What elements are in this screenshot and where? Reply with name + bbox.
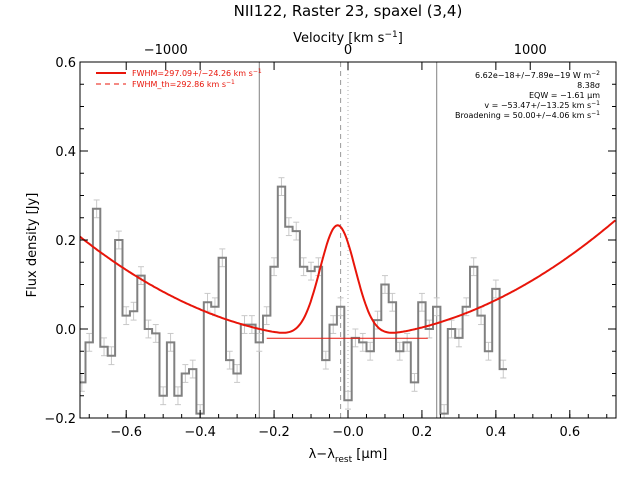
marker-lines — [258, 62, 438, 418]
y-tick-label: 0.6 — [55, 56, 76, 71]
y-axis: −0.2 0.0 0.2 0.4 0.6 — [44, 56, 616, 427]
chart-title: NII122, Raster 23, spaxel (3,4) — [234, 2, 463, 20]
legend-label: FWHM=297.09+/−24.26 km s−1 — [132, 68, 262, 78]
x-axis-label: λ−λrest [μm] — [309, 447, 388, 465]
x-tick-label: −0.6 — [110, 425, 142, 440]
x-tick-label: 0.6 — [559, 425, 580, 440]
x-tick-label: 0.4 — [486, 425, 507, 440]
x-tick-label: −0.0 — [332, 425, 364, 440]
top-axis: −1000 0 1000 — [144, 43, 547, 70]
y-tick-label: 0.2 — [55, 234, 76, 249]
model-fit-line — [80, 219, 616, 334]
fit-annotation: 6.62e−18+/−7.89e−19 W m−2 — [475, 70, 600, 80]
spectrum-series — [80, 185, 507, 415]
y-tick-label: 0.0 — [55, 323, 76, 338]
top-tick-label: −1000 — [144, 43, 188, 58]
model-series — [80, 219, 616, 339]
x-tick-label: −0.4 — [184, 425, 216, 440]
fit-annotation: Broadening = 50.00+/−4.06 km s−1 — [455, 110, 600, 120]
y-tick-label: 0.4 — [55, 145, 76, 160]
y-tick-label: −0.2 — [44, 412, 76, 427]
error-bars — [80, 177, 507, 418]
y-axis-label: Flux density [Jy] — [25, 193, 40, 298]
spectrum-line — [80, 185, 507, 415]
legend-label: FWHM_th=292.86 km s−1 — [132, 79, 235, 89]
x-tick-label: 0.2 — [412, 425, 433, 440]
fit-annotation: v = −53.47+/−13.25 km s−1 — [484, 100, 600, 110]
fit-annotation: 8.38σ — [577, 81, 600, 90]
top-axis-label: Velocity [km s−1] — [293, 30, 403, 46]
legend: FWHM=297.09+/−24.26 km s−1FWHM_th=292.86… — [96, 68, 262, 89]
fit-annotation: EQW = −1.61 μm — [529, 91, 600, 100]
x-axis: −0.6 −0.4 −0.2 −0.0 0.2 0.4 0.6 — [88, 62, 608, 440]
top-tick-label: 0 — [344, 43, 352, 58]
top-tick-label: 1000 — [514, 43, 547, 58]
x-tick-label: −0.2 — [258, 425, 290, 440]
